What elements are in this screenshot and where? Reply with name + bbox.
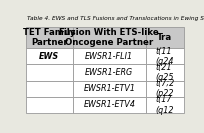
Bar xyxy=(146,81,184,97)
Bar xyxy=(26,48,73,64)
Text: TET Family
Partner: TET Family Partner xyxy=(23,28,75,47)
Text: EWSR1-FLI1: EWSR1-FLI1 xyxy=(85,52,133,61)
Text: EWSR1-ETV1: EWSR1-ETV1 xyxy=(83,84,135,93)
Text: t(7;2
(p22: t(7;2 (p22 xyxy=(155,79,174,98)
Bar xyxy=(73,64,146,81)
Bar xyxy=(26,27,73,48)
Bar xyxy=(73,81,146,97)
Bar xyxy=(26,81,73,97)
Bar xyxy=(26,97,73,113)
Text: EWS: EWS xyxy=(39,52,59,61)
Text: t(17
(q12: t(17 (q12 xyxy=(155,95,174,115)
Bar xyxy=(26,64,73,81)
Bar xyxy=(73,27,146,48)
Text: Table 4. EWS and TLS Fusions and Translocations in Ewing Sarcoma.: Table 4. EWS and TLS Fusions and Translo… xyxy=(27,16,204,21)
Bar xyxy=(73,48,146,64)
Text: Tra: Tra xyxy=(157,33,172,42)
Text: EWSR1-ERG: EWSR1-ERG xyxy=(85,68,133,77)
Bar xyxy=(146,48,184,64)
Bar xyxy=(73,97,146,113)
Text: EWSR1-ETV4: EWSR1-ETV4 xyxy=(83,100,135,109)
Text: t(11
(q24: t(11 (q24 xyxy=(155,47,174,66)
Bar xyxy=(146,97,184,113)
Bar xyxy=(146,64,184,81)
Bar xyxy=(146,27,184,48)
Text: t(21
(q25: t(21 (q25 xyxy=(155,63,174,82)
Text: Fusion With ETS-like
Oncogene Partner: Fusion With ETS-like Oncogene Partner xyxy=(59,28,159,47)
